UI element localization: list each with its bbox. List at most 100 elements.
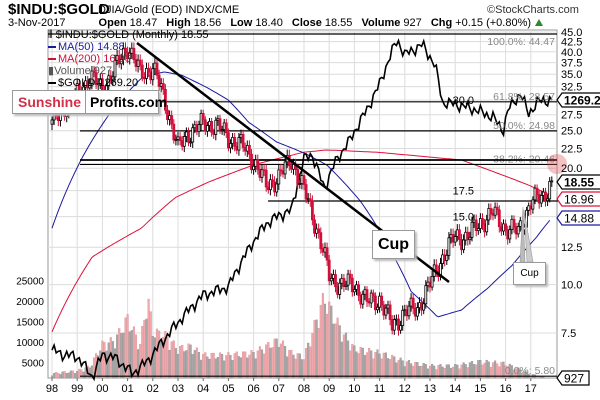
volume-bar	[172, 340, 175, 379]
x-tick-label: 15	[474, 383, 486, 395]
volume-bar	[500, 362, 503, 379]
volume-bar	[342, 334, 345, 379]
price-bar	[187, 127, 190, 147]
ma200-line	[51, 149, 550, 333]
price-bar-body	[369, 292, 373, 304]
price-bar-body	[384, 307, 388, 316]
volume-bar	[76, 371, 79, 379]
volume-bar	[468, 362, 471, 379]
volume-value: 927	[403, 17, 422, 29]
price-bar-body	[392, 319, 396, 331]
price-bar	[138, 54, 142, 71]
price-bar-body	[271, 179, 274, 183]
price-bar-body	[470, 221, 474, 238]
open-value: 18.47	[129, 17, 158, 29]
volume-bar	[357, 353, 360, 379]
price-bar	[50, 116, 54, 131]
volume-bar	[202, 354, 205, 379]
price-bar	[310, 195, 314, 226]
volume-bar	[134, 334, 138, 379]
volume-bar	[141, 326, 144, 379]
sunshine-profits-watermark: Sunshine Profits.com	[12, 90, 167, 114]
volume-tick-label: 10000	[16, 338, 44, 349]
volume-bar	[307, 342, 310, 379]
price-bar	[319, 227, 323, 254]
source-credit[interactable]: ©StockCharts.com	[487, 4, 579, 16]
volume-bar	[315, 319, 318, 379]
price-bar-body	[205, 125, 209, 132]
price-bar	[504, 219, 508, 236]
price-bar	[485, 214, 489, 236]
cup-annotation-large: Cup	[372, 230, 415, 259]
volume-bar	[416, 362, 419, 379]
price-bar	[113, 54, 117, 83]
volume-bar	[393, 356, 396, 379]
y-tick-label: 17.5	[453, 186, 474, 198]
volume-bar	[103, 342, 106, 379]
price-bar-body	[329, 277, 333, 282]
x-tick-label: 06	[247, 383, 259, 395]
price-bar-body	[388, 304, 392, 320]
price-bar	[172, 119, 176, 144]
volume-bar	[67, 372, 70, 379]
x-tick-label: 01	[121, 383, 133, 395]
price-bar	[128, 47, 132, 65]
price-bar	[94, 67, 98, 90]
ma50-line	[51, 71, 551, 318]
volume-bar	[273, 338, 276, 379]
price-bar	[388, 300, 392, 326]
price-bar-body	[489, 208, 493, 215]
volume-bar	[378, 353, 381, 379]
legend-ma200: MA(200) 16.96	[48, 53, 209, 65]
logo-part-2: Profits.com	[90, 94, 168, 110]
chart-title: $INDU:$GOLD	[8, 1, 110, 18]
price-bar	[92, 65, 96, 78]
volume-bar	[349, 350, 352, 379]
volume-bar	[313, 320, 316, 379]
price-bar-body	[216, 118, 220, 121]
volume-bar	[210, 353, 213, 379]
price-bar-body	[132, 47, 136, 60]
volume-tick-label: 5000	[22, 359, 45, 370]
price-bar-body	[283, 161, 287, 175]
volume-bar	[456, 364, 459, 379]
volume-bar	[120, 333, 123, 379]
volume-bar	[225, 355, 228, 379]
volume-bar	[118, 328, 121, 379]
price-bar-body	[504, 223, 508, 231]
price-bar	[411, 292, 415, 315]
price-bar	[90, 65, 94, 90]
volume-bar	[143, 319, 146, 379]
price-bar	[365, 286, 369, 307]
price-bar	[531, 196, 535, 214]
price-bar-body	[376, 306, 379, 311]
x-tick-label: 09	[323, 383, 335, 395]
y-tick-label: 40.0	[561, 47, 582, 59]
price-bar-body	[178, 136, 182, 142]
volume-bar	[418, 366, 421, 379]
volume-bar	[389, 359, 392, 379]
fibonacci-label: 61.8%: 28.57	[493, 91, 555, 103]
price-bar	[182, 131, 186, 153]
price-bar-body	[529, 205, 533, 210]
volume-bar	[359, 347, 362, 379]
volume-bar	[74, 373, 77, 379]
volume-bar	[512, 369, 516, 379]
price-bar	[271, 174, 274, 188]
price-bar-body	[434, 264, 438, 272]
volume-bar	[227, 352, 230, 379]
volume-bar	[223, 360, 226, 379]
price-bar-body	[243, 147, 247, 152]
volume-bar	[344, 332, 348, 379]
x-tick-label: 02	[147, 383, 159, 395]
volume-bar	[254, 358, 257, 379]
price-bar	[535, 184, 539, 201]
price-bar-body	[182, 136, 186, 147]
price-bar-body	[422, 303, 426, 311]
price-bar	[489, 203, 493, 220]
volume-bar	[290, 349, 293, 379]
y-tick-label: 42.5	[561, 37, 582, 49]
price-bar-body	[481, 218, 484, 225]
volume-bar	[250, 350, 253, 379]
volume-bar	[57, 373, 60, 379]
